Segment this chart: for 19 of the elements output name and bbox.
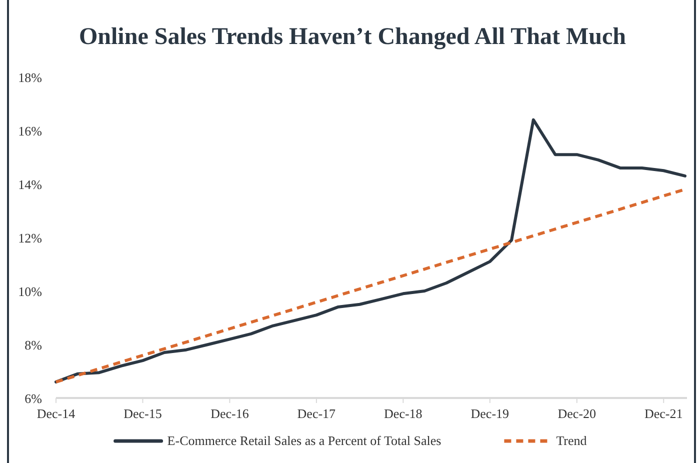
x-tick-label: Dec-17 bbox=[297, 406, 336, 421]
legend-label: Trend bbox=[556, 433, 588, 448]
x-tick-label: Dec-15 bbox=[124, 406, 162, 421]
x-tick-label: Dec-16 bbox=[210, 406, 250, 421]
y-tick-label: 6% bbox=[24, 391, 42, 406]
x-tick-label: Dec-21 bbox=[644, 406, 683, 421]
chart-title: Online Sales Trends Haven’t Changed All That Much bbox=[79, 24, 626, 50]
y-tick-label: 14% bbox=[18, 177, 42, 192]
x-tick-label: Dec-19 bbox=[470, 406, 510, 421]
x-tick-label: Dec-14 bbox=[36, 406, 76, 421]
legend-label: E-Commerce Retail Sales as a Percent of Total Sales bbox=[167, 433, 442, 448]
x-tick-label: Dec-20 bbox=[558, 406, 596, 421]
y-tick-label: 10% bbox=[18, 284, 42, 299]
y-tick-label: 16% bbox=[18, 124, 42, 138]
x-tick-label: Dec-18 bbox=[384, 406, 422, 421]
y-tick-label: 8% bbox=[24, 338, 42, 352]
y-tick-label: 18% bbox=[18, 70, 42, 85]
y-tick-label: 12% bbox=[18, 230, 42, 246]
line-series bbox=[54, 118, 686, 384]
